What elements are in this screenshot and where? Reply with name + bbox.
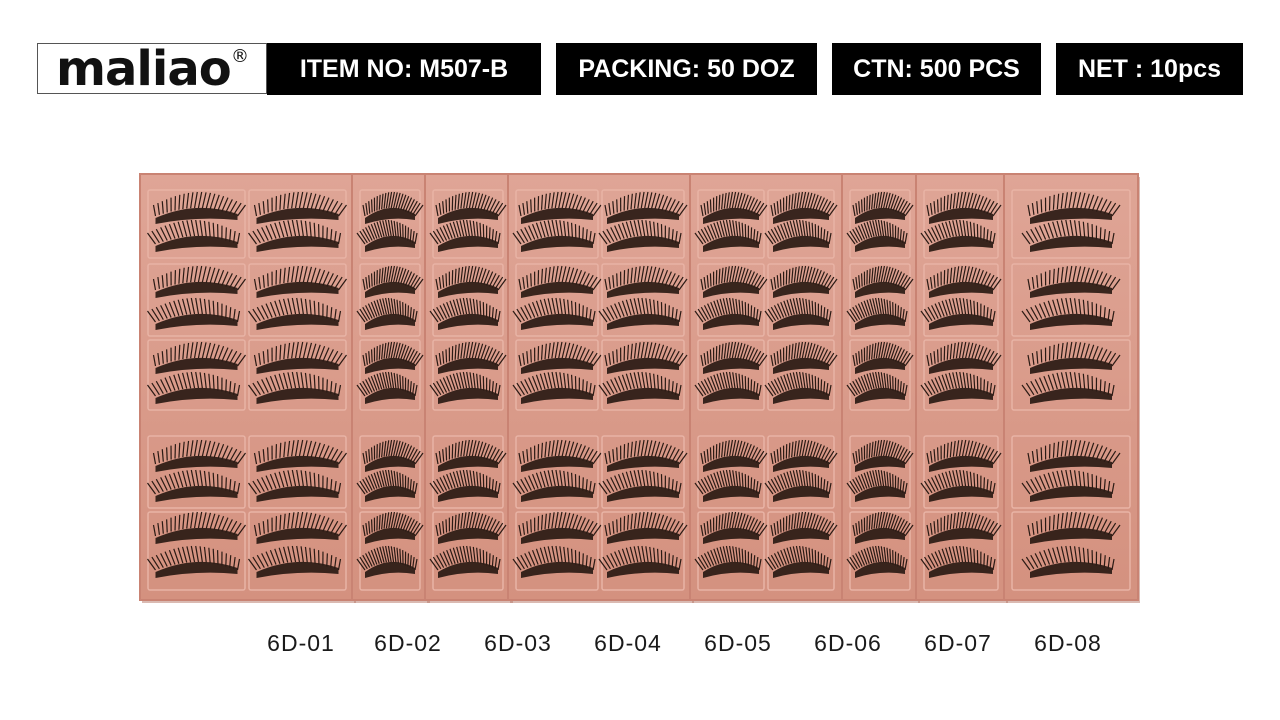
style-code-row: 6D-01 6D-02 6D-03 6D-04 6D-05 6D-06 6D-0… [0, 630, 1280, 670]
lash-tray [424, 173, 513, 603]
brand-logo-text: maliao [56, 41, 232, 97]
lash-tray [351, 173, 430, 603]
style-code-label: 6D-03 [484, 630, 552, 656]
style-code-label: 6D-01 [267, 630, 335, 656]
style-code-label: 6D-05 [704, 630, 772, 656]
lash-tray [915, 173, 1008, 603]
lash-tray [507, 173, 694, 603]
lash-tray [689, 173, 844, 603]
lash-tray [841, 173, 920, 603]
spec-item-number: ITEM NO: M507-B [267, 43, 541, 95]
lash-tray [139, 173, 356, 603]
brand-logo: maliao ® [37, 41, 267, 97]
style-code-label: 6D-07 [924, 630, 992, 656]
style-code-label: 6D-04 [594, 630, 662, 656]
style-code-label: 6D-06 [814, 630, 882, 656]
lash-tray [1003, 173, 1140, 603]
spec-net: NET : 10pcs [1056, 43, 1243, 95]
spec-packing: PACKING: 50 DOZ [556, 43, 817, 95]
style-code-label: 6D-08 [1034, 630, 1102, 656]
trays-layer [139, 173, 1140, 603]
spec-carton: CTN: 500 PCS [832, 43, 1041, 95]
style-code-label: 6D-02 [374, 630, 442, 656]
registered-mark: ® [231, 46, 249, 67]
header: maliao ® ITEM NO: M507-B PACKING: 50 DOZ… [0, 0, 1280, 110]
